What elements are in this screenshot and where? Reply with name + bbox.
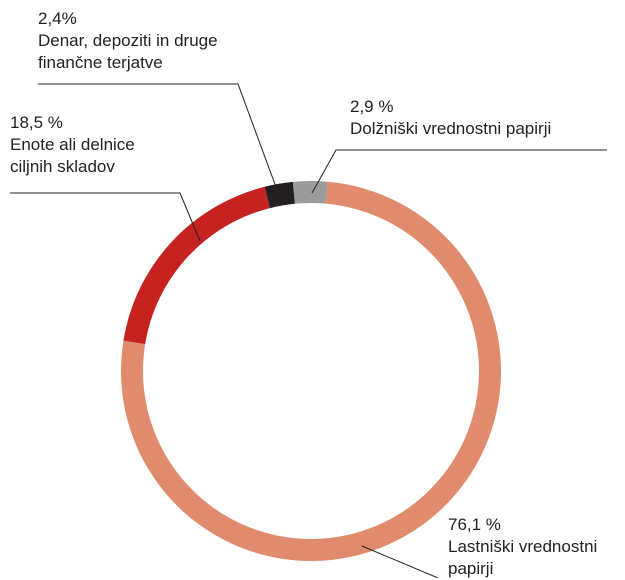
leader-denar xyxy=(38,83,277,188)
slice-name-label: Dolžniški vrednostni papirji xyxy=(350,119,552,138)
slice-value-label: 76,1 % xyxy=(448,515,501,534)
donut-slices xyxy=(120,181,502,562)
leader-lines xyxy=(10,83,607,578)
leader-dolzniski xyxy=(311,149,607,194)
slice-denar xyxy=(264,181,295,209)
leader-lastniski xyxy=(361,545,439,578)
leader-enote xyxy=(10,192,201,242)
slice-name-label: ciljnih skladov xyxy=(10,157,115,176)
slice-name-label: finančne terjatve xyxy=(38,53,163,72)
slice-value-label: 18,5 % xyxy=(10,113,63,132)
slice-name-label: Lastniški vrednostni xyxy=(448,537,598,556)
slice-name-label: Enote ali delnice xyxy=(10,135,135,154)
slice-value-label: 2,9 % xyxy=(350,97,394,116)
label-enote: 18,5 % Enote ali delnice ciljnih skladov xyxy=(10,112,135,178)
slice-name-label: Denar, depoziti in druge xyxy=(38,31,218,50)
slice-dolzniski xyxy=(292,181,328,204)
label-lastniski: 76,1 % Lastniški vrednostni papirji xyxy=(448,514,597,580)
slice-enote xyxy=(123,186,270,345)
label-denar: 2,4% Denar, depoziti in druge finančne t… xyxy=(38,8,218,74)
label-dolzniski: 2,9 % Dolžniški vrednostni papirji xyxy=(350,96,551,140)
slice-name-label: papirji xyxy=(448,559,494,578)
slice-value-label: 2,4% xyxy=(38,9,77,28)
